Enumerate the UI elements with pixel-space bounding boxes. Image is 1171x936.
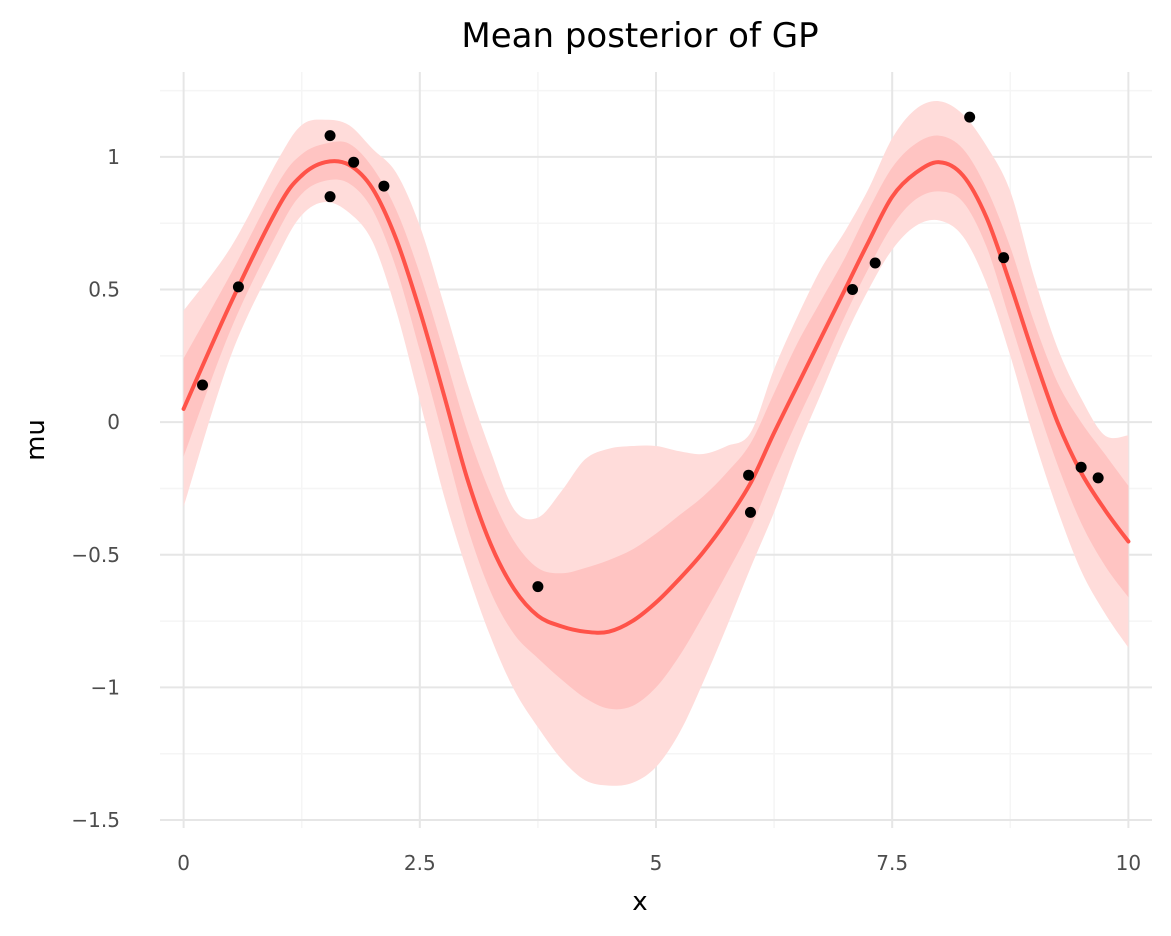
data-point bbox=[197, 379, 209, 391]
inner-credible-band bbox=[183, 135, 1129, 710]
data-point bbox=[869, 257, 881, 269]
data-point bbox=[998, 252, 1010, 264]
credible-bands bbox=[183, 101, 1129, 786]
y-tick-label: 1 bbox=[107, 145, 120, 169]
outer-credible-band bbox=[183, 101, 1129, 786]
data-point bbox=[964, 111, 976, 123]
x-tick-label: 0 bbox=[177, 851, 190, 875]
data-point bbox=[1075, 461, 1087, 473]
y-tick-label: −1 bbox=[91, 675, 120, 699]
data-point bbox=[324, 191, 336, 203]
data-point bbox=[744, 506, 756, 518]
data-point bbox=[743, 469, 755, 481]
x-axis-label: x bbox=[632, 887, 647, 917]
data-point bbox=[847, 284, 859, 296]
x-tick-label: 7.5 bbox=[876, 851, 908, 875]
y-tick-label: 0 bbox=[107, 410, 120, 434]
data-point bbox=[378, 180, 390, 192]
data-point bbox=[532, 581, 544, 593]
data-point bbox=[348, 156, 360, 168]
y-axis-label: mu bbox=[21, 419, 51, 461]
y-tick-label: −0.5 bbox=[71, 543, 120, 567]
posterior-mean-line bbox=[181, 159, 1131, 635]
y-tick-label: 0.5 bbox=[88, 278, 120, 302]
data-point bbox=[232, 281, 244, 293]
x-tick-label: 10 bbox=[1116, 851, 1141, 875]
chart-title: Mean posterior of GP bbox=[461, 16, 818, 56]
tick-labels: 0 2.5 5 7.5 10 −1.5 −1 −0.5 0 0.5 1 bbox=[71, 145, 1141, 875]
x-tick-label: 5 bbox=[650, 851, 663, 875]
observed-points bbox=[197, 111, 1104, 593]
data-point bbox=[1092, 472, 1104, 484]
x-tick-label: 2.5 bbox=[404, 851, 436, 875]
mean-line-layer bbox=[181, 159, 1131, 635]
data-point bbox=[324, 130, 336, 142]
y-tick-label: −1.5 bbox=[71, 808, 120, 832]
